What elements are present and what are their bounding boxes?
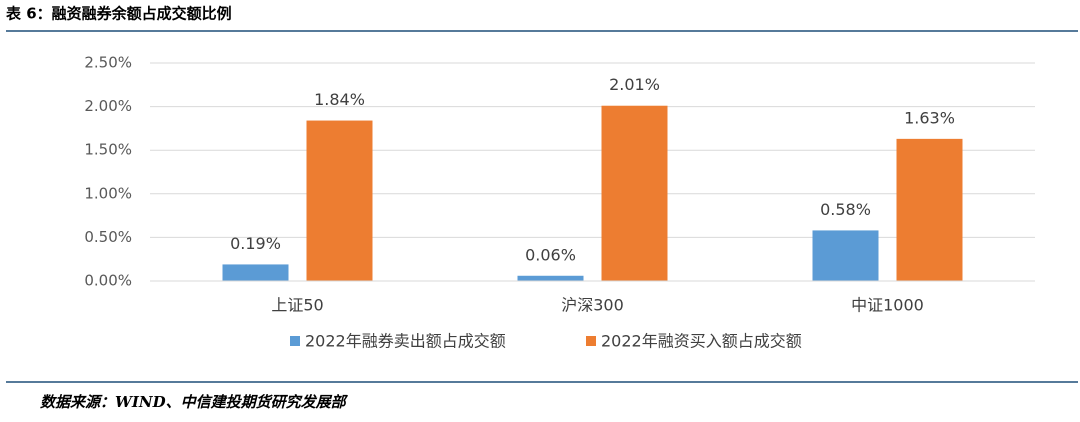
value-label: 0.58%: [820, 200, 871, 219]
x-tick-label: 上证50: [271, 296, 323, 315]
y-tick-label: 0.50%: [84, 228, 132, 246]
legend-label: 2022年融资买入额占成交额: [601, 332, 802, 351]
value-label: 0.19%: [230, 234, 281, 253]
bar: [306, 120, 373, 281]
bar: [812, 230, 879, 281]
x-tick-label: 中证1000: [851, 296, 924, 315]
y-tick-label: 2.50%: [84, 54, 132, 72]
legend-label: 2022年融券卖出额占成交额: [305, 332, 506, 351]
source: 数据来源：WIND、中信建投期货研究发展部: [40, 393, 349, 411]
bar: [222, 264, 289, 281]
x-tick-label: 沪深300: [561, 296, 624, 315]
y-tick-label: 2.00%: [84, 97, 132, 115]
value-label: 1.84%: [314, 90, 365, 109]
y-tick-label: 0.00%: [84, 272, 132, 290]
bar: [601, 105, 668, 281]
y-tick-label: 1.50%: [84, 141, 132, 159]
legend-swatch: [586, 336, 596, 346]
legend-swatch: [290, 336, 300, 346]
bar: [896, 138, 963, 281]
title: 表 6：融资融券余额占成交额比例: [6, 5, 232, 23]
value-label: 0.06%: [525, 245, 576, 264]
y-tick-label: 1.00%: [84, 184, 132, 202]
bar: [517, 275, 584, 281]
value-label: 2.01%: [609, 75, 660, 94]
value-label: 1.63%: [904, 108, 955, 127]
